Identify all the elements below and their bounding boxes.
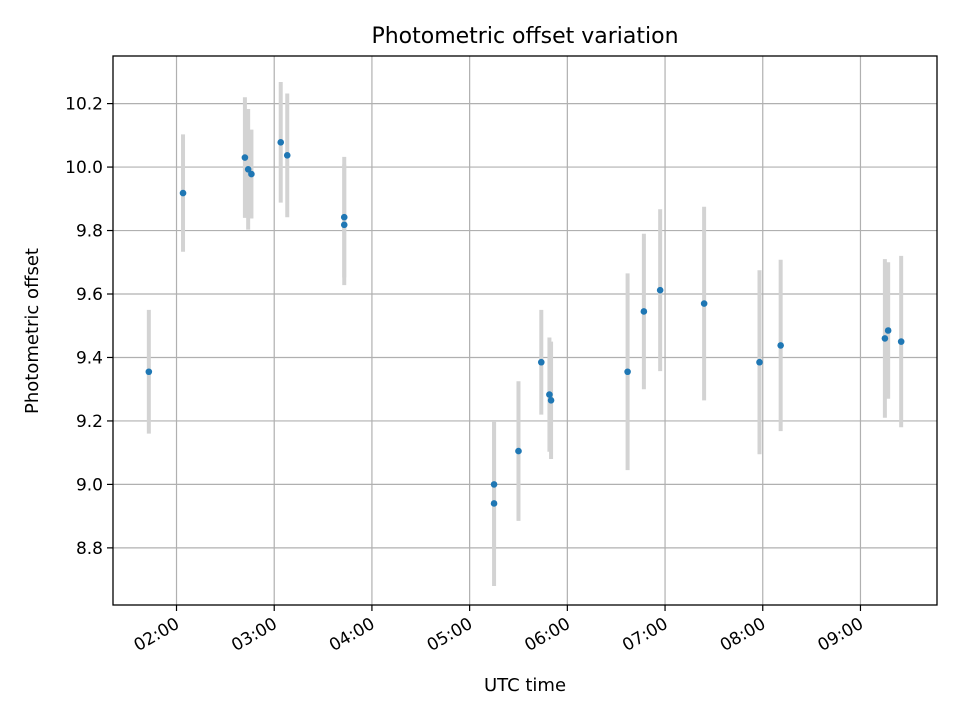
chart-title: Photometric offset variation bbox=[371, 24, 678, 49]
plot-frame bbox=[112, 55, 938, 606]
y-tick-label: 9.4 bbox=[76, 348, 103, 368]
y-tick-label: 10.0 bbox=[65, 158, 103, 178]
data-point bbox=[145, 368, 153, 376]
data-point bbox=[244, 165, 252, 173]
x-tick-label: 02:00 bbox=[131, 614, 183, 656]
data-point bbox=[700, 300, 708, 307]
data-point bbox=[656, 286, 664, 294]
data-point bbox=[756, 358, 763, 366]
data-point bbox=[340, 213, 348, 221]
grid-lines bbox=[113, 56, 937, 605]
x-axis-label: UTC time bbox=[484, 675, 566, 696]
y-tick-label: 9.8 bbox=[76, 222, 103, 242]
data-point bbox=[490, 481, 498, 488]
data-point bbox=[340, 221, 348, 229]
x-tick-label: 03:00 bbox=[228, 614, 280, 656]
data-point bbox=[283, 152, 291, 159]
y-tick-label: 9.0 bbox=[76, 475, 103, 495]
data-point bbox=[546, 391, 553, 398]
x-tick-label: 08:00 bbox=[717, 614, 769, 656]
data-point bbox=[179, 189, 187, 197]
y-tick-label: 9.2 bbox=[76, 412, 103, 432]
data-point bbox=[884, 327, 892, 334]
y-tick-label: 8.8 bbox=[76, 539, 103, 559]
data-point bbox=[624, 368, 631, 376]
data-point bbox=[515, 447, 522, 455]
data-point bbox=[547, 397, 555, 404]
data-point bbox=[241, 154, 249, 161]
y-tick-label: 10.2 bbox=[65, 95, 103, 115]
data-points bbox=[145, 139, 905, 507]
data-point bbox=[897, 338, 905, 345]
x-axis-ticks: 02:00 03:00 04:00 05:00 06:00 07:00 08:00 09:00 bbox=[131, 605, 867, 656]
data-point bbox=[537, 358, 545, 366]
data-point bbox=[881, 335, 889, 342]
x-tick-label: 05:00 bbox=[424, 614, 476, 656]
data-point bbox=[277, 139, 285, 146]
data-point bbox=[640, 308, 648, 315]
y-tick-label: 9.6 bbox=[76, 285, 103, 305]
x-tick-label: 09:00 bbox=[815, 614, 867, 656]
error-bars bbox=[146, 82, 904, 586]
y-axis-ticks: 8.8 9.0 9.2 9.4 9.6 9.8 10.0 10.2 bbox=[65, 95, 113, 559]
y-axis-label: Photometric offset bbox=[22, 248, 43, 414]
data-point bbox=[248, 170, 255, 178]
x-tick-label: 07:00 bbox=[619, 614, 671, 656]
data-point bbox=[777, 342, 784, 349]
x-tick-label: 06:00 bbox=[521, 614, 573, 656]
x-tick-label: 04:00 bbox=[326, 614, 378, 656]
data-point bbox=[490, 500, 498, 507]
